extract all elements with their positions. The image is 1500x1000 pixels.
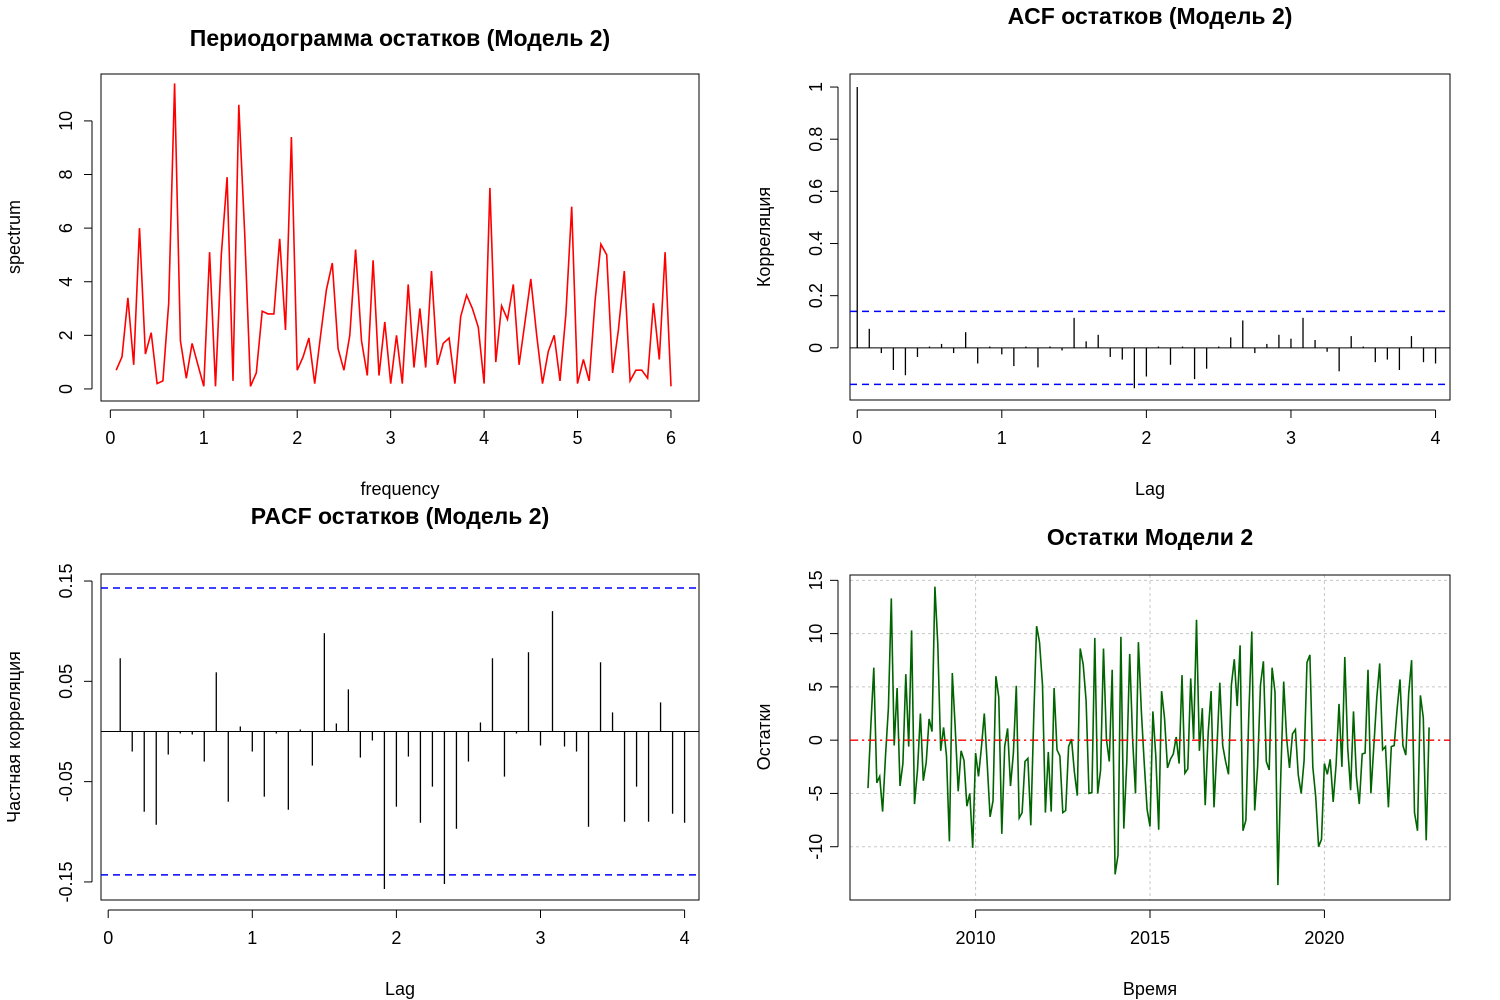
x-tick-label: 5: [573, 428, 583, 448]
y-tick-label: 2: [56, 330, 76, 340]
residuals-line: [867, 586, 1430, 886]
residuals-ylabel: Остатки: [754, 704, 774, 771]
y-tick-label: -10: [806, 834, 826, 860]
x-tick-label: 2: [391, 928, 401, 948]
x-tick-label: 1: [199, 428, 209, 448]
y-tick-label: 5: [806, 682, 826, 692]
periodogram-panel: Периодограмма остатков (Модель 2) freque…: [4, 25, 700, 499]
periodogram-axes: 0 1 2 3 4 5 6 0 2 4 6 8 10: [56, 111, 676, 448]
y-tick-label: 0: [806, 343, 826, 353]
periodogram-plot-box: [100, 73, 700, 402]
periodogram-marks: [115, 83, 672, 387]
periodogram-xlabel: frequency: [360, 479, 439, 499]
x-tick-label: 4: [680, 928, 690, 948]
y-tick-label: -5: [806, 785, 826, 801]
y-tick-label: 1: [806, 82, 826, 92]
y-tick-label: 0.05: [56, 664, 76, 699]
y-tick-label: 0.2: [806, 283, 826, 308]
residuals-plot-box: [849, 574, 1451, 901]
x-tick-label: 4: [479, 428, 489, 448]
y-tick-label: 0.6: [806, 179, 826, 204]
acf-marks: [850, 87, 1450, 389]
x-tick-label: 6: [666, 428, 676, 448]
x-tick-label: 2020: [1304, 928, 1344, 948]
y-tick-label: -0.15: [56, 861, 76, 902]
x-tick-label: 0: [852, 428, 862, 448]
pacf-title: PACF остатков (Модель 2): [251, 503, 549, 529]
y-tick-label: 0.15: [56, 563, 76, 598]
acf-panel: ACF остатков (Модель 2) Lag Корреляция 0…: [754, 3, 1451, 499]
y-tick-label: 15: [806, 570, 826, 590]
x-tick-label: 3: [1286, 428, 1296, 448]
y-tick-label: 0.8: [806, 127, 826, 152]
acf-title: ACF остатков (Модель 2): [1008, 3, 1293, 29]
y-tick-label: 10: [806, 624, 826, 644]
pacf-axes: 0 1 2 3 4 -0.15 -0.05 0.05 0.15: [56, 563, 690, 948]
x-tick-label: 2: [292, 428, 302, 448]
x-tick-label: 0: [103, 928, 113, 948]
acf-axes: 0 1 2 3 4 0 0.2 0.4 0.6 0.8 1: [806, 82, 1441, 448]
x-tick-label: 2010: [956, 928, 996, 948]
residuals-panel: Остатки Модели 2 Время Остатки 2010 2015 2…: [754, 524, 1451, 999]
y-tick-label: 0.4: [806, 231, 826, 256]
x-tick-label: 0: [105, 428, 115, 448]
x-tick-label: 2015: [1130, 928, 1170, 948]
x-tick-label: 3: [535, 928, 545, 948]
x-tick-label: 4: [1431, 428, 1441, 448]
x-tick-label: 3: [386, 428, 396, 448]
y-tick-label: 8: [56, 170, 76, 180]
y-tick-label: 6: [56, 223, 76, 233]
x-tick-label: 1: [997, 428, 1007, 448]
y-tick-label: 10: [56, 111, 76, 131]
periodogram-ylabel: spectrum: [4, 200, 24, 274]
acf-plot-box: [849, 73, 1451, 401]
y-tick-label: 0: [56, 384, 76, 394]
acf-ylabel: Корреляция: [754, 187, 774, 287]
pacf-panel: PACF остатков (Модель 2) Lag Частная кор…: [4, 503, 700, 999]
pacf-xlabel: Lag: [385, 979, 415, 999]
y-tick-label: -0.05: [56, 761, 76, 802]
y-tick-label: 4: [56, 277, 76, 287]
periodogram-title: Периодограмма остатков (Модель 2): [190, 25, 610, 51]
y-tick-label: 0: [806, 735, 826, 745]
residuals-xlabel: Время: [1123, 979, 1177, 999]
pacf-plot-box: [100, 573, 700, 901]
spectrum-line: [115, 83, 672, 387]
residuals-marks: [850, 586, 1450, 886]
pacf-ylabel: Частная корреляция: [4, 651, 24, 823]
residuals-grid: [850, 575, 1450, 900]
acf-xlabel: Lag: [1135, 479, 1165, 499]
x-tick-label: 1: [247, 928, 257, 948]
pacf-marks: [101, 587, 699, 889]
residuals-axes: 2010 2015 2020 -10 -5 0 5 10 15: [806, 570, 1344, 948]
x-tick-label: 2: [1141, 428, 1151, 448]
residuals-title: Остатки Модели 2: [1047, 524, 1253, 550]
